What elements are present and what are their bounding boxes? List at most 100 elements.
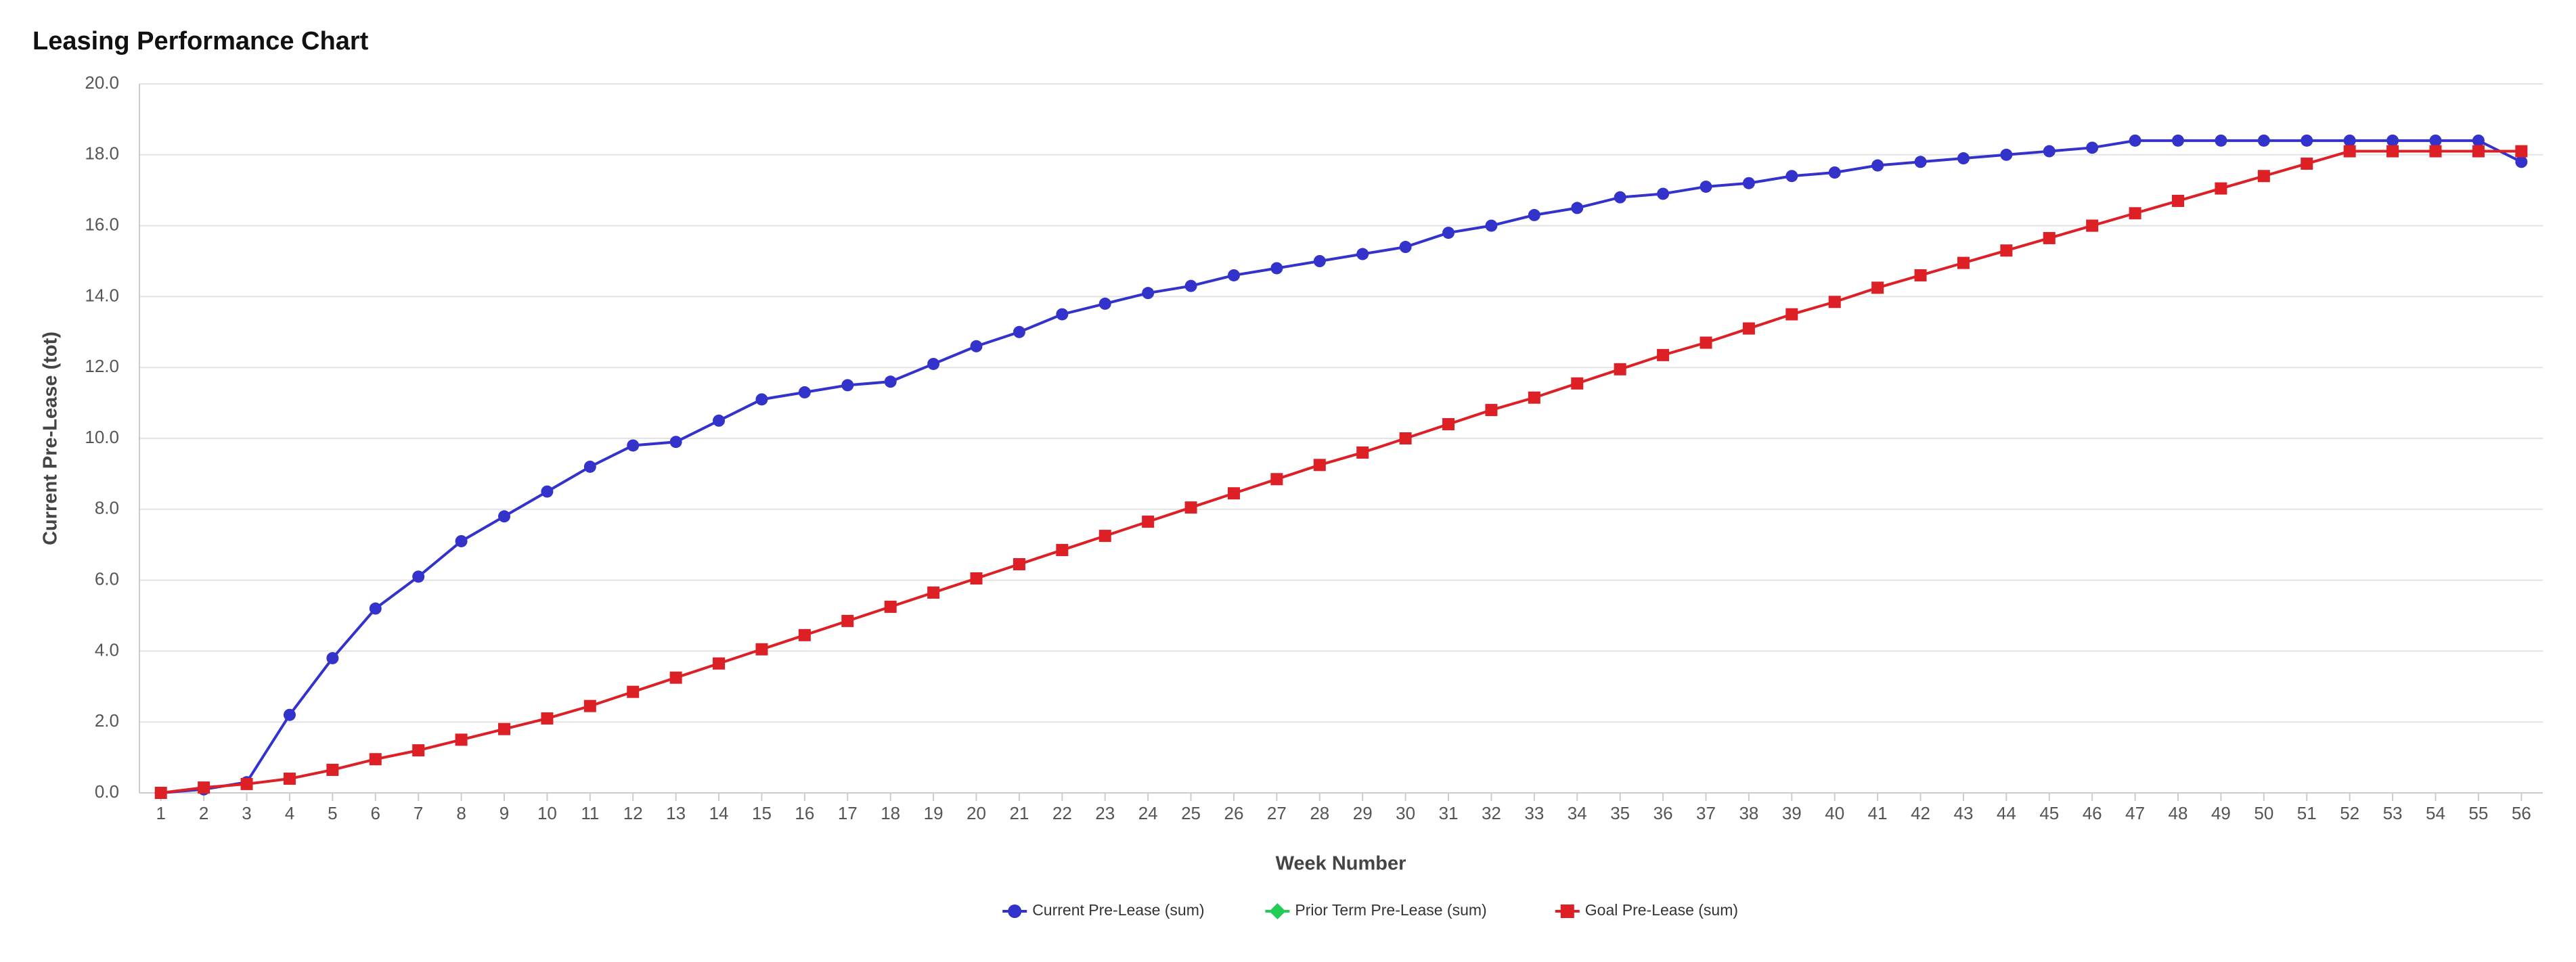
x-tick-label: 29 [1353, 803, 1373, 823]
x-tick-label: 1 [156, 803, 165, 823]
data-point [2172, 194, 2185, 207]
data-point [669, 436, 682, 449]
data-point [1657, 187, 1670, 200]
data-point [2086, 141, 2099, 154]
data-point [455, 534, 468, 547]
data-point [2257, 170, 2270, 183]
data-point [2257, 134, 2270, 147]
data-point [240, 777, 253, 790]
data-point [1227, 269, 1240, 281]
chart-title: Leasing Performance Chart [32, 27, 369, 55]
data-point [369, 753, 382, 766]
data-point [1914, 156, 1927, 168]
x-tick-label: 16 [795, 803, 814, 823]
y-tick-label: 8.0 [95, 498, 119, 518]
data-point [2429, 145, 2442, 158]
data-point [841, 614, 854, 627]
data-point [2000, 148, 2013, 161]
series-line [160, 150, 2522, 794]
data-point [2386, 134, 2399, 147]
x-tick-label: 22 [1052, 803, 1072, 823]
x-tick-label: 43 [1953, 803, 1973, 823]
data-point [627, 439, 640, 452]
x-tick-label: 15 [752, 803, 772, 823]
data-point [1957, 256, 1970, 269]
data-point [884, 600, 897, 613]
data-point [1184, 501, 1197, 514]
x-tick-label: 33 [1524, 803, 1544, 823]
data-point [2129, 207, 2141, 220]
data-point [283, 708, 296, 721]
y-tick-label: 16.0 [85, 214, 119, 234]
data-point [2343, 134, 2356, 147]
y-tick-label: 14.0 [85, 285, 119, 305]
x-tick-label: 17 [838, 803, 858, 823]
data-point [1871, 281, 1884, 294]
y-tick-label: 18.0 [85, 143, 119, 164]
data-point [927, 586, 940, 599]
data-point [1270, 262, 1283, 275]
x-tick-label: 31 [1439, 803, 1459, 823]
data-point [1098, 530, 1111, 543]
x-tick-label: 45 [2039, 803, 2059, 823]
data-point [369, 602, 382, 615]
x-tick-label: 18 [881, 803, 900, 823]
data-point [2000, 244, 2013, 257]
x-tick-label: 6 [371, 803, 380, 823]
x-tick-label: 3 [242, 803, 251, 823]
data-point [1013, 325, 1025, 338]
data-point [2215, 134, 2227, 147]
data-point [2129, 134, 2141, 147]
data-point [1528, 208, 1540, 221]
data-point [1871, 159, 1884, 172]
data-point [1356, 446, 1369, 459]
data-point [283, 773, 296, 785]
data-point [1356, 248, 1369, 260]
x-tick-label: 48 [2169, 803, 2188, 823]
x-tick-label: 23 [1095, 803, 1115, 823]
legend-label: Current Pre-Lease (sum) [1032, 901, 1204, 919]
data-point [455, 733, 468, 746]
data-point [970, 572, 983, 585]
x-tick-label: 2 [199, 803, 208, 823]
data-point [1056, 544, 1069, 557]
data-point [1528, 391, 1540, 404]
y-tick-label: 20.0 [85, 72, 119, 93]
data-point [927, 357, 940, 370]
data-point [1142, 516, 1155, 528]
x-tick-label: 4 [285, 803, 294, 823]
data-point [2301, 134, 2313, 147]
data-point [1142, 287, 1155, 300]
x-tick-label: 42 [1911, 803, 1930, 823]
data-point [841, 379, 854, 392]
data-point [1828, 296, 1841, 308]
legend-marker [1269, 903, 1286, 919]
data-point [326, 651, 339, 664]
x-tick-label: 34 [1568, 803, 1587, 823]
x-tick-label: 37 [1696, 803, 1716, 823]
x-tick-label: 27 [1267, 803, 1287, 823]
x-tick-label: 12 [623, 803, 643, 823]
x-tick-label: 7 [414, 803, 423, 823]
x-tick-label: 51 [2297, 803, 2317, 823]
data-point [541, 712, 554, 725]
data-point [1227, 487, 1240, 500]
x-tick-label: 11 [581, 803, 599, 823]
x-tick-label: 14 [709, 803, 729, 823]
data-point [2043, 231, 2056, 244]
data-point [1657, 348, 1670, 361]
data-point [1571, 377, 1584, 390]
data-point [798, 386, 811, 398]
x-tick-label: 9 [499, 803, 509, 823]
x-tick-label: 5 [328, 803, 337, 823]
x-tick-label: 56 [2512, 803, 2531, 823]
x-tick-label: 19 [924, 803, 943, 823]
data-point [1098, 297, 1111, 310]
data-point [1270, 473, 1283, 486]
y-tick-label: 2.0 [95, 710, 119, 731]
data-point [1184, 279, 1197, 292]
x-tick-label: 24 [1138, 803, 1158, 823]
data-point [755, 643, 768, 656]
